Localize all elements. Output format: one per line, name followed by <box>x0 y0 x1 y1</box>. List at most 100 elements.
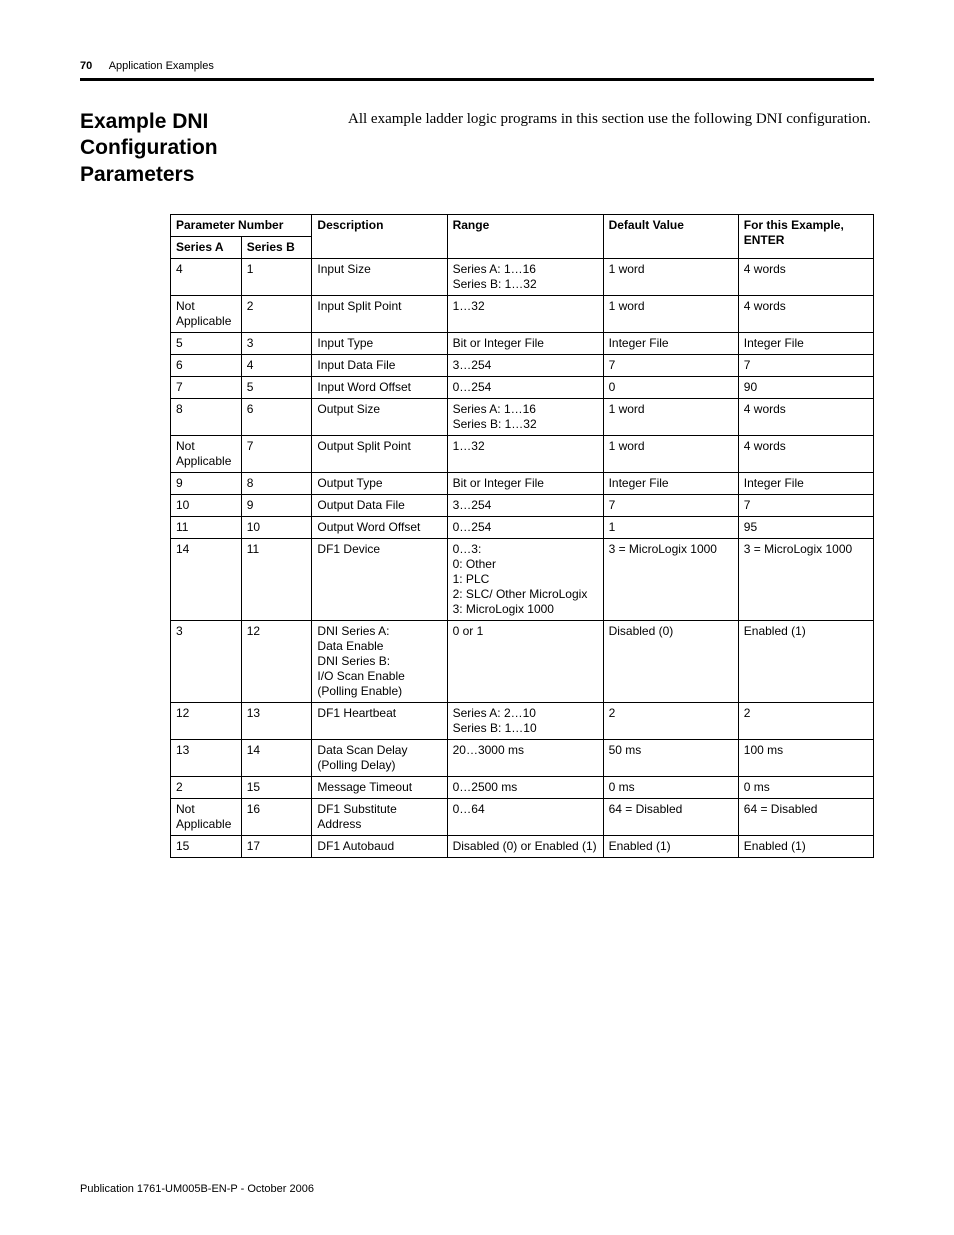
table-row: Not Applicable16DF1 Substitute Address0…… <box>171 798 874 835</box>
table-cell: Bit or Integer File <box>447 472 603 494</box>
section-title: Example DNI Configuration Parameters <box>80 109 330 188</box>
table-cell: 8 <box>171 398 242 435</box>
col-range: Range <box>447 214 603 258</box>
table-cell: Integer File <box>603 332 738 354</box>
table-cell: 0…254 <box>447 516 603 538</box>
table-cell: 7 <box>603 354 738 376</box>
table-cell: Output Size <box>312 398 447 435</box>
table-cell: 90 <box>738 376 873 398</box>
table-row: 75Input Word Offset0…254090 <box>171 376 874 398</box>
table-cell: 3 = MicroLogix 1000 <box>603 538 738 620</box>
page-number: 70 <box>80 60 92 72</box>
table-cell: 13 <box>171 739 242 776</box>
table-cell: Series A: 2…10Series B: 1…10 <box>447 702 603 739</box>
col-description: Description <box>312 214 447 258</box>
table-cell: Enabled (1) <box>603 835 738 857</box>
table-cell: Series A: 1…16Series B: 1…32 <box>447 398 603 435</box>
table-row: 1110Output Word Offset0…254195 <box>171 516 874 538</box>
table-cell: 4 words <box>738 258 873 295</box>
table-cell: 3 <box>241 332 312 354</box>
table-cell: 1…32 <box>447 435 603 472</box>
table-cell: 50 ms <box>603 739 738 776</box>
table-row: 1213DF1 HeartbeatSeries A: 2…10Series B:… <box>171 702 874 739</box>
table-cell: Output Word Offset <box>312 516 447 538</box>
table-cell: 3 = MicroLogix 1000 <box>738 538 873 620</box>
table-cell: Input Split Point <box>312 295 447 332</box>
table-cell: 14 <box>241 739 312 776</box>
table-cell: DF1 Device <box>312 538 447 620</box>
dni-config-table: Parameter Number Description Range Defau… <box>170 214 874 858</box>
table-cell: 0 ms <box>603 776 738 798</box>
table-cell: 0…2500 ms <box>447 776 603 798</box>
table-cell: 9 <box>171 472 242 494</box>
table-cell: 4 <box>241 354 312 376</box>
table-cell: Output Type <box>312 472 447 494</box>
table-cell: 16 <box>241 798 312 835</box>
table-cell: 20…3000 ms <box>447 739 603 776</box>
table-cell: 3…254 <box>447 354 603 376</box>
table-cell: 2 <box>738 702 873 739</box>
table-cell: 0…3:0: Other1: PLC2: SLC/ Other MicroLog… <box>447 538 603 620</box>
col-series-a: Series A <box>171 236 242 258</box>
table-cell: 7 <box>738 354 873 376</box>
intro-paragraph: All example ladder logic programs in thi… <box>348 109 874 131</box>
table-cell: Disabled (0) <box>603 620 738 702</box>
table-cell: 1 <box>241 258 312 295</box>
table-cell: 2 <box>603 702 738 739</box>
table-cell: 1 word <box>603 435 738 472</box>
running-header: 70 Application Examples <box>80 60 874 72</box>
table-row: 109Output Data File3…25477 <box>171 494 874 516</box>
table-cell: 11 <box>171 516 242 538</box>
table-cell: Enabled (1) <box>738 835 873 857</box>
table-cell: 7 <box>603 494 738 516</box>
table-cell: 10 <box>241 516 312 538</box>
table-cell: 7 <box>171 376 242 398</box>
table-cell: Input Data File <box>312 354 447 376</box>
table-cell: 64 = Disabled <box>603 798 738 835</box>
table-cell: 17 <box>241 835 312 857</box>
table-cell: Not Applicable <box>171 798 242 835</box>
table-cell: Message Timeout <box>312 776 447 798</box>
table-cell: 100 ms <box>738 739 873 776</box>
table-cell: 7 <box>241 435 312 472</box>
table-cell: Not Applicable <box>171 435 242 472</box>
table-cell: Input Word Offset <box>312 376 447 398</box>
table-cell: Integer File <box>738 332 873 354</box>
table-cell: 9 <box>241 494 312 516</box>
table-cell: 0 or 1 <box>447 620 603 702</box>
table-cell: 11 <box>241 538 312 620</box>
table-container: Parameter Number Description Range Defau… <box>170 214 874 858</box>
title-block: Example DNI Configuration Parameters All… <box>80 109 874 188</box>
table-cell: 15 <box>171 835 242 857</box>
table-cell: DF1 Heartbeat <box>312 702 447 739</box>
col-series-b: Series B <box>241 236 312 258</box>
table-cell: 4 <box>171 258 242 295</box>
table-cell: 13 <box>241 702 312 739</box>
table-cell: Bit or Integer File <box>447 332 603 354</box>
table-row: 215Message Timeout0…2500 ms0 ms0 ms <box>171 776 874 798</box>
page: 70 Application Examples Example DNI Conf… <box>0 0 954 1235</box>
table-row: 312DNI Series A:Data EnableDNI Series B:… <box>171 620 874 702</box>
table-cell: Integer File <box>603 472 738 494</box>
table-cell: 0…254 <box>447 376 603 398</box>
table-cell: 7 <box>738 494 873 516</box>
table-cell: 5 <box>171 332 242 354</box>
table-cell: 12 <box>241 620 312 702</box>
table-cell: 2 <box>241 295 312 332</box>
table-cell: 12 <box>171 702 242 739</box>
table-cell: 64 = Disabled <box>738 798 873 835</box>
table-cell: Integer File <box>738 472 873 494</box>
table-cell: 1…32 <box>447 295 603 332</box>
table-cell: 6 <box>171 354 242 376</box>
table-row: Not Applicable2Input Split Point1…321 wo… <box>171 295 874 332</box>
table-cell: Enabled (1) <box>738 620 873 702</box>
table-cell: 0…64 <box>447 798 603 835</box>
table-row: 98Output TypeBit or Integer FileInteger … <box>171 472 874 494</box>
table-cell: DNI Series A:Data EnableDNI Series B:I/O… <box>312 620 447 702</box>
table-cell: Not Applicable <box>171 295 242 332</box>
table-cell: Input Type <box>312 332 447 354</box>
table-cell: 2 <box>171 776 242 798</box>
table-cell: Output Data File <box>312 494 447 516</box>
table-row: 64Input Data File3…25477 <box>171 354 874 376</box>
table-cell: 3…254 <box>447 494 603 516</box>
